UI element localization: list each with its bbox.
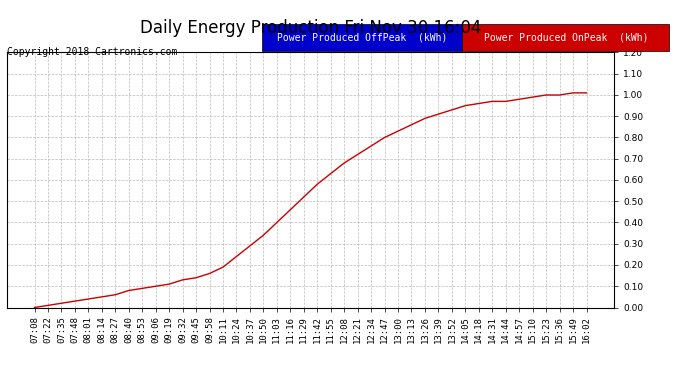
Text: Power Produced OffPeak  (kWh): Power Produced OffPeak (kWh) [277,33,447,42]
Text: Daily Energy Production Fri Nov 30 16:04: Daily Energy Production Fri Nov 30 16:04 [140,19,481,37]
Text: Power Produced OnPeak  (kWh): Power Produced OnPeak (kWh) [484,33,648,42]
Text: Copyright 2018 Cartronics.com: Copyright 2018 Cartronics.com [7,47,177,57]
